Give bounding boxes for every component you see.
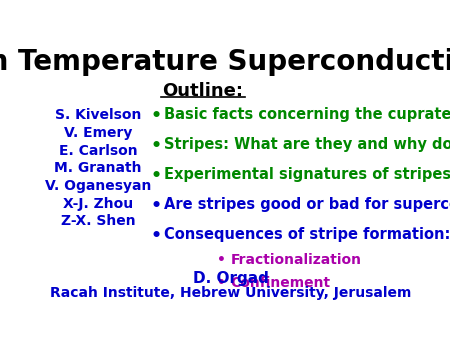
Text: •: • [150, 197, 161, 215]
Text: Fractionalization: Fractionalization [230, 253, 362, 267]
Text: Outline:: Outline: [162, 82, 243, 100]
Text: D. Orgad: D. Orgad [193, 271, 269, 286]
Text: Confinement: Confinement [230, 275, 331, 290]
Text: Stripes: What are they and why do they occur: Stripes: What are they and why do they o… [164, 137, 450, 152]
Text: •: • [150, 227, 161, 245]
Text: •: • [150, 107, 161, 125]
Text: Z-X. Shen: Z-X. Shen [61, 214, 135, 228]
Text: X-J. Zhou: X-J. Zhou [63, 197, 133, 211]
Text: Consequences of stripe formation:: Consequences of stripe formation: [164, 227, 450, 242]
Text: Experimental signatures of stripes: Experimental signatures of stripes [164, 167, 450, 182]
Text: Racah Institute, Hebrew University, Jerusalem: Racah Institute, Hebrew University, Jeru… [50, 286, 411, 300]
Text: V. Emery: V. Emery [64, 126, 132, 140]
Text: Basic facts concerning the cuprates: Basic facts concerning the cuprates [164, 107, 450, 122]
Text: S. Kivelson: S. Kivelson [55, 108, 141, 122]
Text: •: • [150, 137, 161, 155]
Text: V. Oganesyan: V. Oganesyan [45, 179, 151, 193]
Text: •: • [217, 275, 226, 290]
Text: M. Granath: M. Granath [54, 161, 142, 175]
Text: •: • [217, 253, 226, 267]
Text: High Temperature Superconductivity:: High Temperature Superconductivity: [0, 48, 450, 76]
Text: •: • [150, 167, 161, 185]
Text: E. Carlson: E. Carlson [59, 144, 137, 158]
Text: Are stripes good or bad for superconductivity ?: Are stripes good or bad for superconduct… [164, 197, 450, 212]
